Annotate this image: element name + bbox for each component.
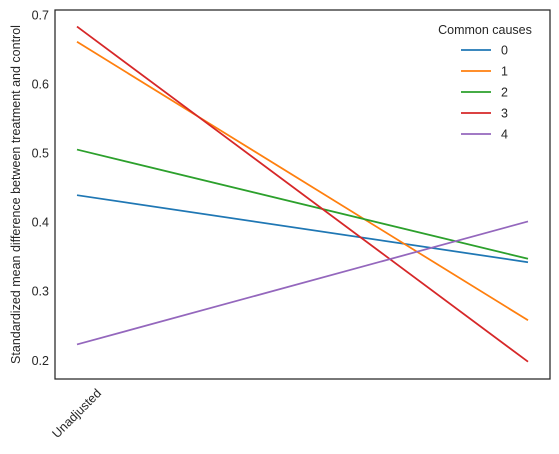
x-axis-ticks: Unadjusted: [49, 386, 104, 441]
legend-title: Common causes: [438, 23, 532, 37]
y-tick-label: 0.2: [32, 354, 49, 368]
legend-items: 0 1 2 3 4: [461, 44, 508, 142]
y-axis-ticks: 0.2 0.3 0.4 0.5 0.6 0.7: [32, 8, 49, 368]
legend-label-4: 4: [501, 128, 508, 142]
legend-label-0: 0: [501, 44, 508, 58]
legend-label-1: 1: [501, 65, 508, 79]
plot-frame: [54, 9, 551, 380]
y-tick-label: 0.3: [32, 285, 49, 299]
legend-label-2: 2: [501, 86, 508, 100]
series-line-0: [76, 194, 529, 264]
y-axis-label: Standardized mean difference between tre…: [9, 25, 23, 364]
y-tick-label: 0.4: [32, 216, 49, 230]
series-line-3: [76, 25, 529, 363]
series-layer: [76, 25, 529, 363]
y-tick-label: 0.7: [32, 8, 49, 22]
y-tick-label: 0.5: [32, 147, 49, 161]
legend-label-3: 3: [501, 107, 508, 121]
y-tick-label: 0.6: [32, 77, 49, 91]
series-line-2: [76, 148, 529, 260]
x-tick-label: Unadjusted: [49, 386, 104, 441]
series-line-4: [76, 220, 529, 346]
series-line-1: [76, 41, 529, 322]
legend: Common causes 0 1 2 3 4: [438, 23, 532, 142]
